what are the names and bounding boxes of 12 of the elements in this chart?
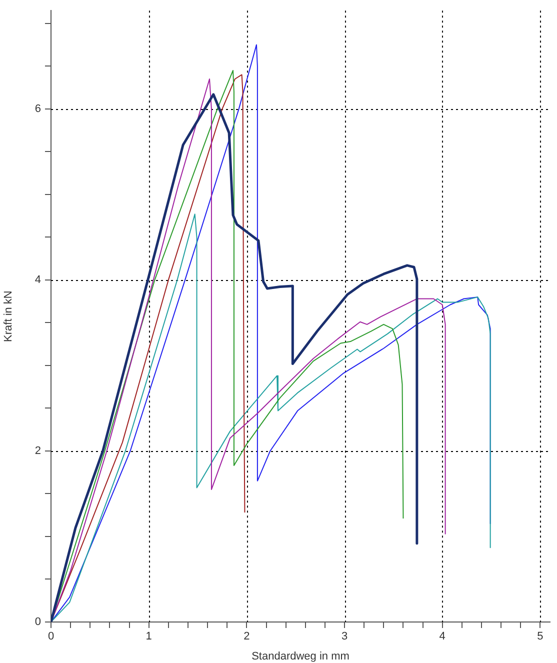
- x-tick-label: 1: [146, 630, 152, 643]
- y-tick-label: 4: [34, 274, 41, 286]
- y-tick-label: 2: [34, 445, 41, 458]
- x-axis-title: Standardweg in mm: [252, 650, 350, 662]
- x-tick-label: 5: [537, 630, 544, 643]
- x-tick-label: 4: [439, 630, 446, 643]
- x-tick-label: 2: [244, 630, 250, 643]
- x-tick-label: 3: [341, 630, 348, 643]
- x-tick-label: 0: [48, 630, 54, 643]
- y-axis-title: Kraft in kN: [2, 290, 15, 342]
- y-tick-label: 0: [34, 616, 41, 628]
- y-tick-label: 6: [34, 102, 41, 115]
